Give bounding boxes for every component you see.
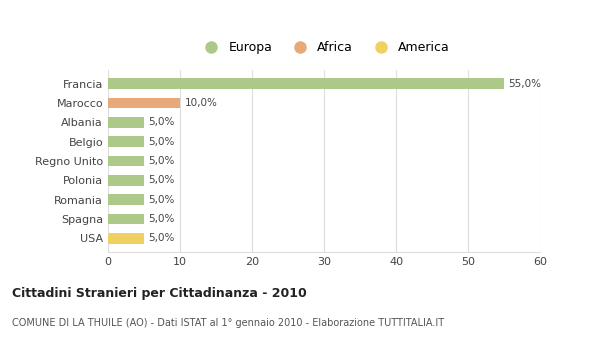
Bar — [108, 214, 144, 224]
Text: 5,0%: 5,0% — [148, 136, 175, 147]
Bar — [108, 194, 144, 205]
Text: 5,0%: 5,0% — [148, 195, 175, 205]
Text: Cittadini Stranieri per Cittadinanza - 2010: Cittadini Stranieri per Cittadinanza - 2… — [12, 287, 307, 300]
Text: 5,0%: 5,0% — [148, 117, 175, 127]
Text: 10,0%: 10,0% — [184, 98, 217, 108]
Bar — [108, 156, 144, 166]
Bar — [108, 78, 504, 89]
Bar — [108, 175, 144, 186]
Legend: Europa, Africa, America: Europa, Africa, America — [193, 36, 455, 59]
Text: 55,0%: 55,0% — [508, 79, 541, 89]
Text: 5,0%: 5,0% — [148, 233, 175, 243]
Bar — [108, 98, 180, 108]
Bar — [108, 136, 144, 147]
Text: COMUNE DI LA THUILE (AO) - Dati ISTAT al 1° gennaio 2010 - Elaborazione TUTTITAL: COMUNE DI LA THUILE (AO) - Dati ISTAT al… — [12, 318, 444, 329]
Bar — [108, 233, 144, 244]
Text: 5,0%: 5,0% — [148, 156, 175, 166]
Bar — [108, 117, 144, 128]
Text: 5,0%: 5,0% — [148, 175, 175, 186]
Text: 5,0%: 5,0% — [148, 214, 175, 224]
